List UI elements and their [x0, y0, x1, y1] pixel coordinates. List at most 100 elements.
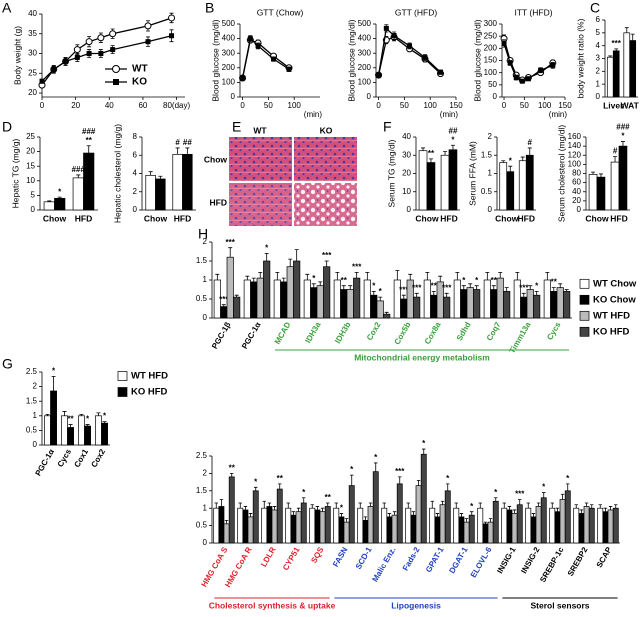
- bar: [285, 507, 292, 544]
- y-tick-label: 1.5: [481, 150, 493, 159]
- bar: [503, 291, 511, 319]
- bar: [391, 514, 398, 544]
- bar: [220, 306, 228, 319]
- y-axis-label: body weight ratio (%): [575, 18, 585, 98]
- marker: [39, 78, 45, 84]
- bar: [182, 153, 193, 211]
- bar: [101, 422, 108, 446]
- bar: [252, 490, 259, 544]
- bar: [468, 514, 475, 544]
- bar: [346, 289, 354, 319]
- significance-label: ###: [82, 127, 96, 136]
- column-label: WT: [253, 125, 267, 135]
- marker: [110, 47, 116, 53]
- bar: [228, 476, 235, 544]
- x-tick-label: 150: [449, 101, 463, 110]
- significance-label: ***: [352, 263, 362, 272]
- bar: [556, 287, 564, 319]
- significance-label: **: [325, 493, 332, 502]
- marker: [247, 36, 253, 42]
- x-tick-label: 0: [502, 101, 507, 110]
- bar: [511, 513, 518, 544]
- bar: [444, 490, 451, 544]
- bar: [405, 507, 412, 544]
- significance-label: **: [428, 149, 435, 158]
- y-tick-label: 100: [484, 68, 498, 77]
- y-tick-label: 200: [358, 63, 372, 72]
- y-tick-label: 100: [568, 159, 582, 168]
- x-tick-label: Cox1: [72, 447, 90, 469]
- bar: [256, 277, 264, 319]
- y-tick-label: 4: [133, 169, 138, 178]
- significance-label: *: [446, 474, 450, 483]
- significance-label: *: [621, 132, 625, 141]
- x-tick-label: HFD: [440, 213, 457, 223]
- chart-title: GTT (Chow): [257, 7, 304, 17]
- y-tick-label: 2: [488, 132, 493, 141]
- bar: [242, 509, 249, 544]
- x-axis-label: (min): [549, 110, 568, 119]
- marker: [63, 58, 69, 64]
- x-tick-label: 0: [376, 101, 381, 110]
- significance-label: ***: [399, 285, 409, 294]
- histology-image: [294, 137, 357, 181]
- marker: [286, 66, 292, 72]
- legend-label: KO HFD: [131, 387, 168, 398]
- significance-label: *: [475, 276, 479, 285]
- significance-label: ##: [449, 126, 458, 135]
- significance-label: *: [312, 274, 316, 283]
- bar: [607, 509, 614, 544]
- marker: [51, 66, 57, 72]
- bar: [501, 507, 508, 544]
- x-tick-label: 20: [71, 101, 80, 110]
- significance-label: *: [52, 366, 56, 375]
- x-axis-label: (min): [440, 110, 459, 119]
- bar: [490, 289, 498, 319]
- marker: [513, 75, 519, 81]
- y-tick-label: 35: [28, 29, 37, 38]
- y-axis-label: Serum TG (mg/dl): [386, 139, 396, 207]
- bar: [588, 174, 598, 211]
- bar: [466, 287, 474, 319]
- bar: [420, 453, 427, 544]
- y-tick-label: 200: [222, 63, 236, 72]
- bar: [443, 296, 451, 319]
- y-tick-label: 300: [358, 48, 372, 57]
- bar: [370, 294, 378, 319]
- significance-label: #: [175, 138, 180, 147]
- bar: [54, 197, 66, 211]
- bar: [463, 521, 470, 544]
- legend-label: WT HFD: [131, 371, 168, 382]
- x-tick-label: 100: [538, 101, 552, 110]
- significance-label: *: [509, 156, 513, 165]
- y-tick-label: 2.5: [26, 367, 38, 376]
- bar: [423, 279, 431, 319]
- marker: [73, 46, 81, 54]
- y-axis-label: Serum FFA (mM): [467, 141, 477, 206]
- significance-label: *: [542, 483, 546, 492]
- bar: [606, 56, 614, 98]
- y-tick-label: 40: [402, 132, 411, 141]
- bar: [482, 523, 489, 544]
- significance-label: ***: [395, 467, 405, 476]
- panel-letter: D: [2, 119, 12, 135]
- x-tick-label: HFD: [518, 213, 535, 223]
- x-tick-label: IDH3a: [303, 320, 322, 345]
- bar: [372, 471, 379, 544]
- bar: [223, 523, 230, 544]
- y-tick-label: 50: [488, 80, 497, 89]
- bar: [516, 504, 523, 544]
- legend-swatch: [579, 278, 590, 289]
- y-tick-label: 0: [203, 313, 208, 322]
- y-tick-label: 1.5: [196, 256, 208, 265]
- x-tick-label: INSIG-2: [519, 545, 542, 575]
- x-tick-label: Chow: [495, 213, 519, 223]
- bar: [333, 279, 341, 319]
- y-axis-label: Serum cholesterol (mg/dl): [556, 125, 566, 222]
- y-tick-label: 100: [222, 78, 236, 87]
- y-tick-label: 160: [568, 132, 582, 141]
- legend-label: WT HFD: [593, 310, 630, 321]
- significance-label: ***: [519, 283, 529, 292]
- x-tick-label: HFD: [75, 213, 92, 223]
- bar: [338, 516, 345, 544]
